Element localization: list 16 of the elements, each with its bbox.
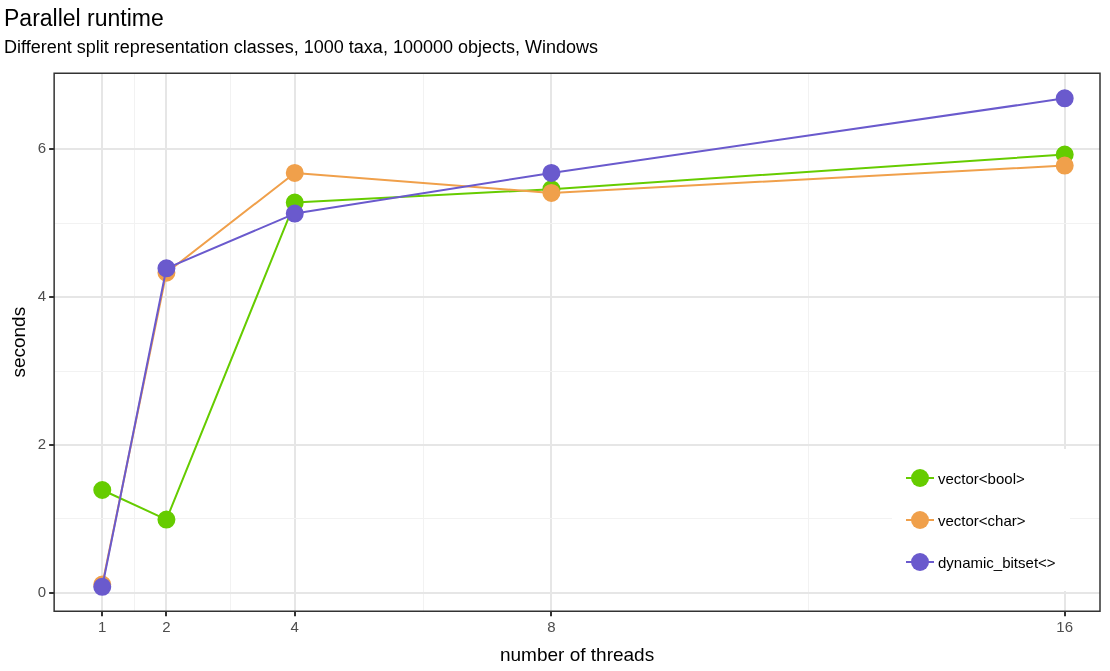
x-tick-label: 1 xyxy=(98,618,107,636)
y-tick-label: 6 xyxy=(37,139,47,157)
y-tick-label: 2 xyxy=(37,435,47,453)
y-tick-label: 4 xyxy=(37,287,47,305)
legend-label: dynamic_bitset<> xyxy=(938,553,1056,571)
chart-subtitle: Different split representation classes, 1000 taxa, 100000 objects, Windows xyxy=(4,37,598,58)
chart-title: Parallel runtime xyxy=(4,5,164,32)
legend-label: vector<bool> xyxy=(938,469,1025,487)
x-axis-title: number of threads xyxy=(499,643,655,665)
x-tick-label: 2 xyxy=(162,618,171,636)
y-axis-title: seconds xyxy=(7,306,29,378)
legend-label: vector<char> xyxy=(938,511,1026,529)
x-tick-label: 4 xyxy=(290,618,299,636)
x-tick-label: 8 xyxy=(547,618,556,636)
x-tick-label: 16 xyxy=(1056,618,1074,636)
y-tick-label: 0 xyxy=(37,582,47,600)
